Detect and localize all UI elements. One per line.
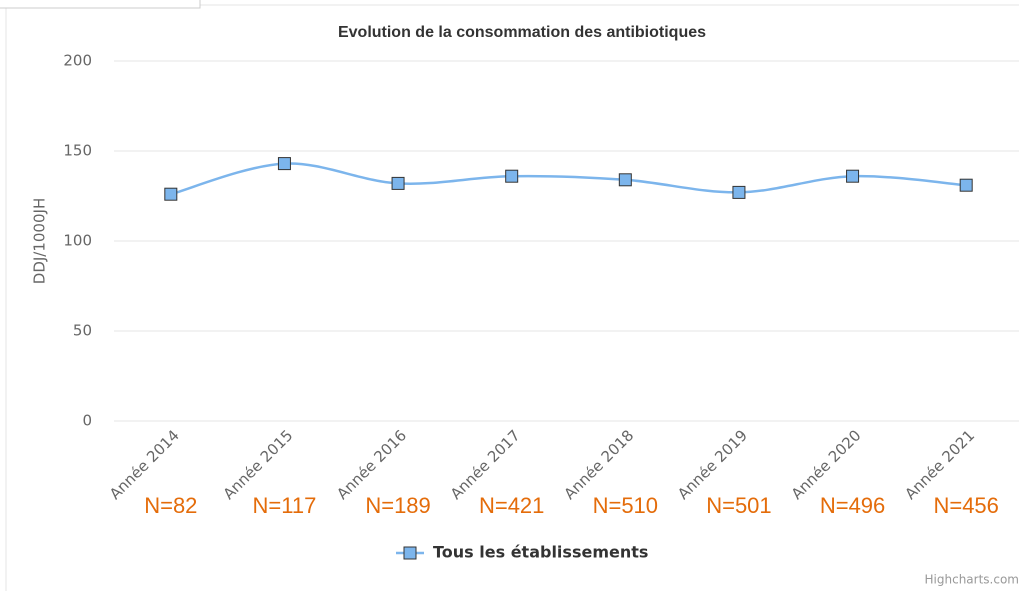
- chart-title: Evolution de la consommation des antibio…: [338, 24, 706, 41]
- x-tick-label: Année 2020: [788, 426, 865, 503]
- x-tick-label: Année 2014: [106, 426, 183, 503]
- x-tick-label: Année 2021: [901, 426, 978, 503]
- x-tick-label: Année 2016: [333, 426, 410, 503]
- marker: [846, 169, 860, 183]
- n-label: N=501: [706, 493, 771, 518]
- y-axis-label: DDJ/1000JH: [31, 198, 49, 284]
- n-label: N=456: [933, 493, 998, 518]
- n-label: N=496: [820, 493, 885, 518]
- n-label: N=189: [365, 493, 430, 518]
- marker: [618, 173, 632, 187]
- y-tick-label: 150: [63, 142, 92, 160]
- x-tick-label: Année 2015: [220, 426, 297, 503]
- n-label: N=82: [144, 493, 197, 518]
- clipped-button[interactable]: [0, 0, 201, 9]
- y-tick-label: 100: [63, 232, 92, 250]
- legend-marker: [403, 546, 417, 560]
- marker: [164, 187, 178, 201]
- y-tick-label: 50: [73, 322, 92, 340]
- marker: [959, 178, 973, 192]
- marker: [391, 176, 405, 190]
- credits[interactable]: Highcharts.com: [925, 573, 1019, 587]
- n-label: N=421: [479, 493, 544, 518]
- y-tick-label: 200: [63, 52, 92, 70]
- legend-label[interactable]: Tous les établissements: [433, 543, 648, 562]
- marker: [732, 185, 746, 199]
- x-tick-label: Année 2019: [674, 426, 751, 503]
- x-tick-label: Année 2017: [447, 426, 524, 503]
- n-label: N=510: [593, 493, 658, 518]
- marker: [505, 169, 519, 183]
- marker: [277, 157, 291, 171]
- series-line: [170, 162, 967, 196]
- y-tick-label: 0: [82, 412, 92, 430]
- x-tick-label: Année 2018: [560, 426, 637, 503]
- n-label: N=117: [253, 493, 317, 518]
